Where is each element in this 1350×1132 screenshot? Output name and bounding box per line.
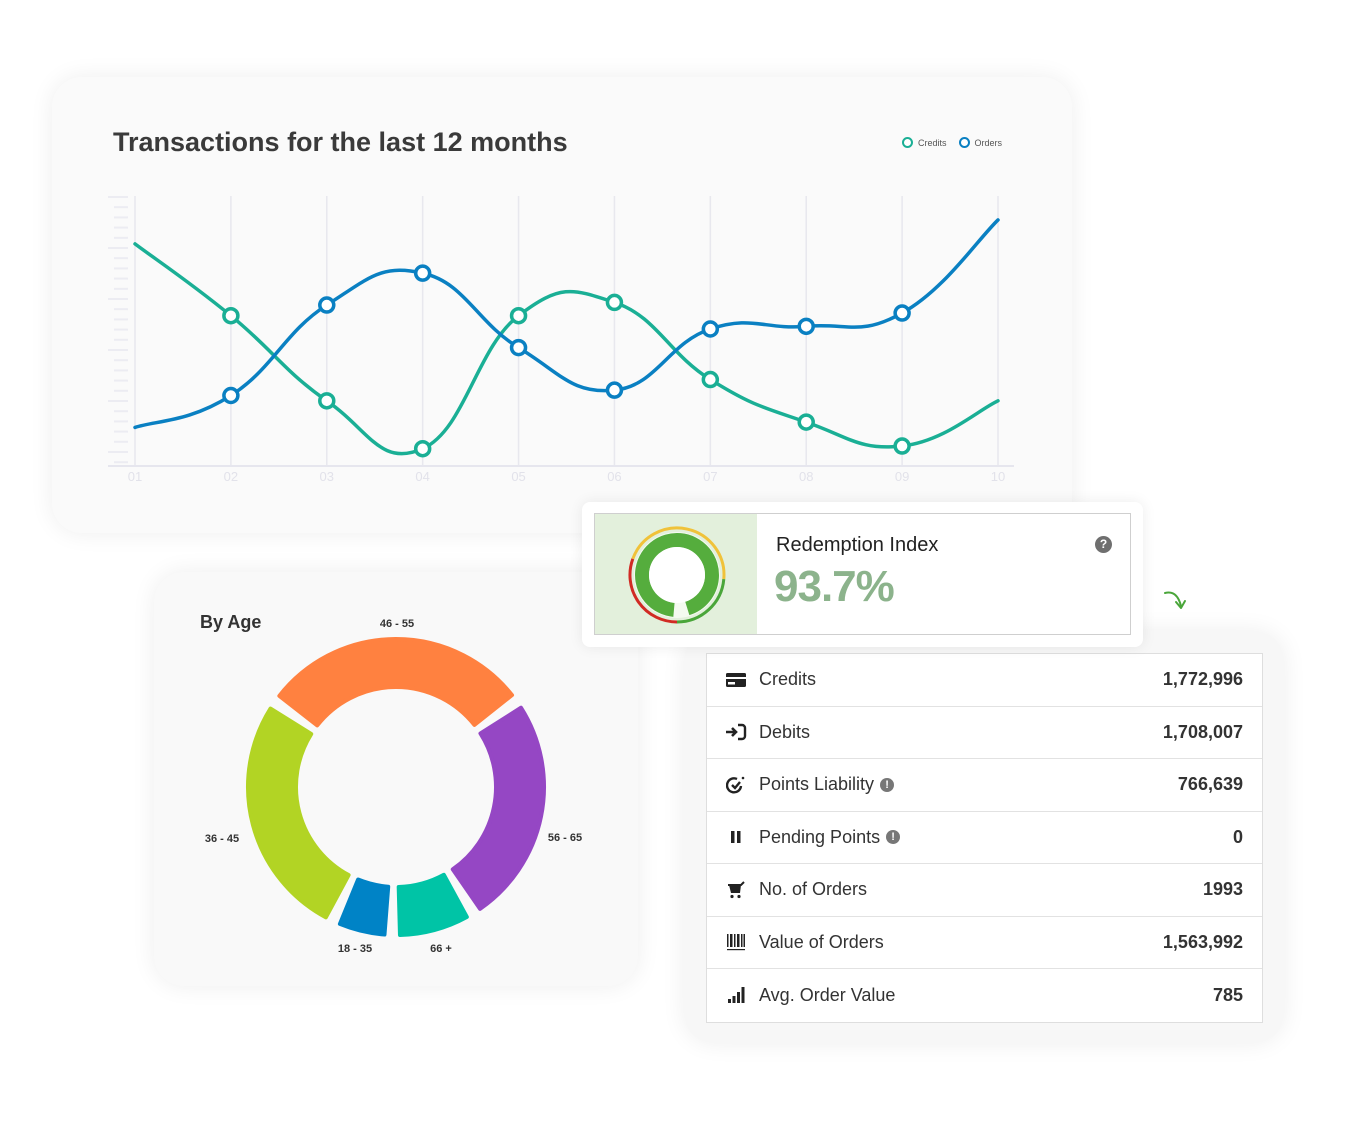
legend-item-orders[interactable]: Orders [958,137,1003,148]
slice-label: 18 - 35 [337,943,373,955]
stat-label: Debits [759,721,811,742]
pause-icon [725,827,747,847]
data-point-credits [797,413,815,431]
stat-label: Credits [759,669,817,690]
stat-value: 0 [1232,826,1243,847]
transactions-line-chart: 01 02 03 04 05 06 07 08 09 10 [108,196,1014,484]
cart-icon [725,880,747,900]
credit-card-icon [725,670,747,690]
slice-label: 56 - 65 [547,832,583,844]
stat-value: 766,639 [1177,774,1243,795]
stats-card: Credits 1,772,996 Debits 1,708,007 Point… [684,631,1284,1043]
data-point-credits [222,306,240,325]
stat-row-points-liability: Points Liability ! 766,639 [707,759,1262,812]
legend-label: Credits [918,137,947,148]
x-tick-label: 10 [991,469,1005,484]
data-point-orders [318,296,336,314]
stat-label: Value of Orders [759,931,884,952]
legend-marker-credits [902,137,913,148]
x-tick-label: 05 [511,469,525,484]
legend-label: Orders [974,137,1003,148]
stat-label: Points Liability [759,774,875,795]
redemption-value: 93.7% [774,562,895,611]
age-donut-chart [246,637,546,937]
redemption-index-card: Redemption Index 93.7% ? [582,502,1143,647]
data-point-credits [509,306,528,325]
slice-label: 36 - 45 [204,833,240,845]
stat-value: 1,563,992 [1162,931,1243,952]
donut-slice [246,706,351,920]
edit-check-icon [725,775,747,795]
stat-label: Avg. Order Value [759,984,896,1005]
by-age-card: By Age 46 - 55 56 - 65 66 + 18 - 35 36 -… [154,572,638,986]
sign-in-icon [725,722,747,742]
redemption-gauge [595,514,757,634]
redemption-title: Redemption Index [776,534,939,556]
stat-value: 1993 [1202,879,1243,900]
data-point-orders [413,264,432,282]
help-icon[interactable]: ? [1095,536,1112,553]
info-warning-icon[interactable]: ! [880,777,895,792]
donut-slice [396,872,469,937]
slice-label: 66 + [430,943,452,955]
stat-value: 1,708,007 [1162,721,1243,742]
stat-row-debits: Debits 1,708,007 [707,707,1262,759]
info-warning-icon[interactable]: ! [886,830,901,845]
stat-label: Pending Points [759,826,881,847]
gauge-ring-icon [628,526,726,624]
data-point-orders [222,386,240,405]
chart-title: Transactions for the last 12 months [113,127,568,157]
slice-label: 46 - 55 [379,618,415,630]
data-point-credits [318,392,336,410]
legend-marker-orders [958,137,970,148]
x-tick-label: 08 [799,469,813,484]
data-point-orders [605,381,624,399]
redemption-index-panel: Redemption Index 93.7% ? [594,513,1131,635]
stat-value: 785 [1212,984,1243,1005]
data-point-credits [893,437,911,455]
data-point-credits [605,293,624,312]
x-tick-label: 06 [607,469,621,484]
donut-slice [337,877,391,937]
transactions-card: 01 02 03 04 05 06 07 08 09 10 Transactions for th… [52,77,1072,533]
data-point-credits [413,439,432,458]
data-point-orders [893,304,911,322]
data-point-orders [509,338,528,357]
x-tick-label: 09 [895,469,909,484]
x-tick-label: 07 [703,469,717,484]
bar-signal-icon [725,985,747,1005]
legend-item-credits[interactable]: Credits [902,137,947,148]
x-tick-label: 02 [224,469,238,484]
data-point-orders [701,320,720,338]
data-point-credits [701,370,720,389]
stat-row-orders: No. of Orders 1993 [707,864,1262,917]
series-line-credits [133,242,1000,456]
stat-row-pending-points: Pending Points ! 0 [707,812,1262,864]
x-tick-label: 01 [128,469,142,484]
x-tick-label: 03 [320,469,334,484]
stats-table: Credits 1,772,996 Debits 1,708,007 Point… [706,653,1263,1023]
stat-value: 1,772,996 [1162,669,1243,690]
data-point-orders [797,317,815,336]
barcode-icon [725,932,747,952]
stat-label: No. of Orders [759,879,868,900]
donut-slice [450,705,546,911]
donut-title: By Age [200,612,262,632]
curved-arrow-icon [1164,591,1186,609]
stat-row-avg-order-value: Avg. Order Value 785 [707,969,1262,1022]
donut-slice [277,637,515,728]
x-tick-label: 04 [415,469,429,484]
chart-legend: Credits Orders [902,137,1002,148]
stat-row-value-of-orders: Value of Orders 1,563,992 [707,917,1262,969]
stat-row-credits: Credits 1,772,996 [707,654,1262,707]
series-line-orders [133,218,1000,430]
